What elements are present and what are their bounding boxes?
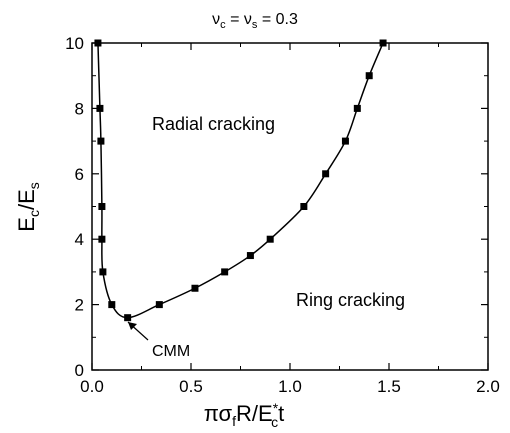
radial-cracking-label: Radial cracking xyxy=(152,114,275,134)
data-point-marker xyxy=(191,284,199,292)
x-tick-label: 0.5 xyxy=(179,377,203,396)
data-point-marker xyxy=(99,268,107,276)
data-point-marker xyxy=(365,72,373,80)
x-tick-label: 1.0 xyxy=(278,377,302,396)
cmm-label: CMM xyxy=(152,343,190,360)
data-point-marker xyxy=(322,170,330,178)
data-point-marker xyxy=(266,235,274,243)
data-point-marker xyxy=(221,268,229,276)
y-tick-label: 0 xyxy=(75,361,84,380)
data-point-marker xyxy=(108,301,116,309)
data-point-marker xyxy=(97,137,105,145)
y-tick-label: 4 xyxy=(75,230,84,249)
data-point-marker xyxy=(124,314,132,322)
y-tick-label: 6 xyxy=(75,165,84,184)
y-tick-label: 10 xyxy=(65,34,84,53)
x-tick-label: 1.5 xyxy=(377,377,401,396)
data-point-marker xyxy=(98,203,106,210)
data-point-marker xyxy=(300,203,308,210)
plot-frame xyxy=(91,42,489,371)
tick-labels: 0.0 0.5 1.0 1.5 2.0 0 2 4 6 8 10 xyxy=(65,34,500,396)
data-point-marker xyxy=(98,235,106,243)
cmm-arrow-head xyxy=(128,322,137,330)
y-tick-label: 2 xyxy=(75,296,84,315)
data-point-marker xyxy=(341,137,349,145)
x-tick-label: 2.0 xyxy=(476,377,500,396)
data-point-marker xyxy=(379,39,387,47)
data-point-marker xyxy=(155,301,163,309)
data-point-marker xyxy=(246,252,254,260)
data-point-marker xyxy=(353,104,361,112)
series-curve xyxy=(97,42,384,319)
x-axis-label: πσfR/E* ct xyxy=(204,400,285,430)
y-tick-label: 8 xyxy=(75,99,84,118)
data-point-marker xyxy=(96,104,104,112)
x-tick-label: 0.0 xyxy=(80,377,104,396)
series-markers xyxy=(94,39,387,322)
ring-cracking-label: Ring cracking xyxy=(296,290,405,310)
chart-title: νc = νs = 0.3 xyxy=(212,11,298,31)
axis-ticks xyxy=(91,42,489,371)
y-axis-label: Ec/Es xyxy=(14,182,42,231)
data-point-marker xyxy=(94,39,102,47)
